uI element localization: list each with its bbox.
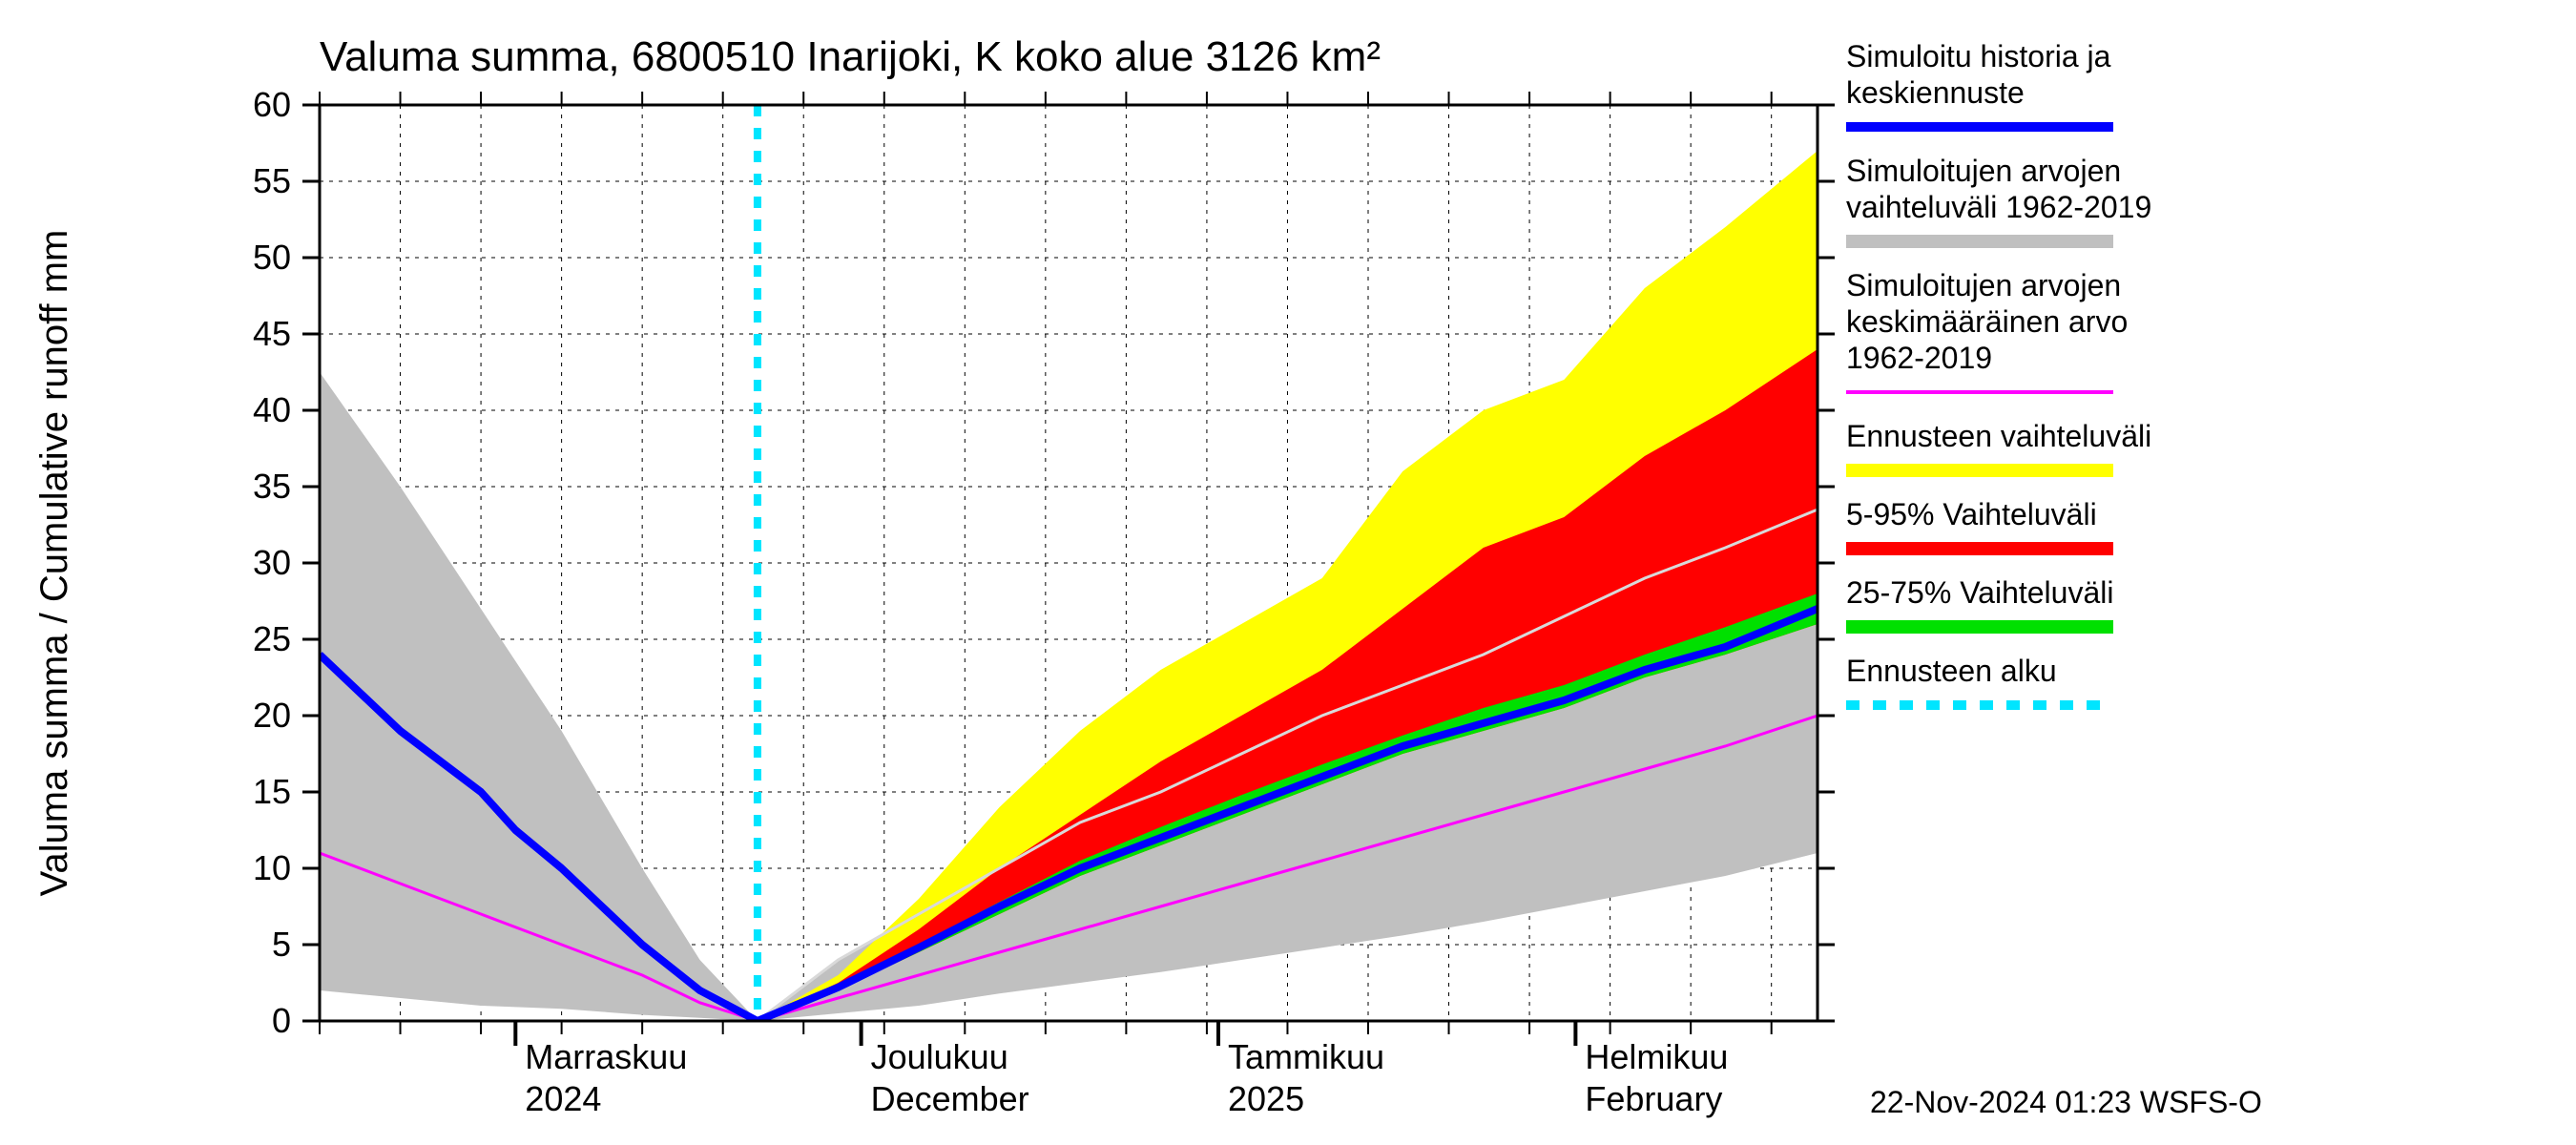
x-month-label-bottom: February: [1585, 1079, 1722, 1118]
y-tick-label: 25: [253, 619, 291, 658]
y-tick-label: 40: [253, 390, 291, 429]
legend-label: Simuloitujen arvojen: [1846, 154, 2121, 188]
y-tick-label: 10: [253, 848, 291, 887]
chart-title: Valuma summa, 6800510 Inarijoki, K koko …: [320, 33, 1381, 80]
y-tick-label: 60: [253, 85, 291, 124]
y-tick-label: 20: [253, 696, 291, 735]
legend-swatch: [1846, 464, 2113, 477]
x-month-label-top: Tammikuu: [1228, 1037, 1384, 1076]
y-tick-label: 55: [253, 161, 291, 200]
y-tick-label: 45: [253, 314, 291, 353]
legend-label: Ennusteen alku: [1846, 654, 2057, 688]
y-tick-label: 35: [253, 467, 291, 506]
chart-svg: 051015202530354045505560Marraskuu2024Jou…: [0, 0, 2576, 1145]
x-month-label-top: Marraskuu: [525, 1037, 687, 1076]
legend-label: Ennusteen vaihteluväli: [1846, 419, 2151, 453]
footer-timestamp: 22-Nov-2024 01:23 WSFS-O: [1870, 1085, 2262, 1119]
y-axis-label: Valuma summa / Cumulative runoff mm: [33, 230, 75, 897]
y-tick-label: 50: [253, 238, 291, 277]
legend-label: keskiennuste: [1846, 75, 2025, 110]
x-month-label-bottom: December: [871, 1079, 1029, 1118]
x-month-label-top: Joulukuu: [871, 1037, 1008, 1076]
legend-label: 1962-2019: [1846, 341, 1992, 375]
y-tick-label: 0: [272, 1001, 291, 1040]
x-month-label-bottom: 2024: [525, 1079, 601, 1118]
y-tick-label: 5: [272, 925, 291, 964]
y-tick-label: 30: [253, 543, 291, 582]
legend-label: vaihteluväli 1962-2019: [1846, 190, 2151, 224]
y-tick-label: 15: [253, 772, 291, 811]
legend-swatch: [1846, 620, 2113, 634]
legend: Simuloitu historia jakeskiennuste Simuloi…: [1846, 39, 2151, 705]
chart-root: 051015202530354045505560Marraskuu2024Jou…: [0, 0, 2576, 1145]
legend-label: Simuloitu historia ja: [1846, 39, 2111, 73]
x-month-label-bottom: 2025: [1228, 1079, 1304, 1118]
legend-label: Simuloitujen arvojen: [1846, 268, 2121, 302]
legend-swatch: [1846, 542, 2113, 555]
legend-label: keskimääräinen arvo: [1846, 304, 2128, 339]
legend-label: 5-95% Vaihteluväli: [1846, 497, 2097, 531]
legend-label: 25-75% Vaihteluväli: [1846, 575, 2113, 610]
legend-swatch: [1846, 235, 2113, 248]
x-month-label-top: Helmikuu: [1585, 1037, 1728, 1076]
